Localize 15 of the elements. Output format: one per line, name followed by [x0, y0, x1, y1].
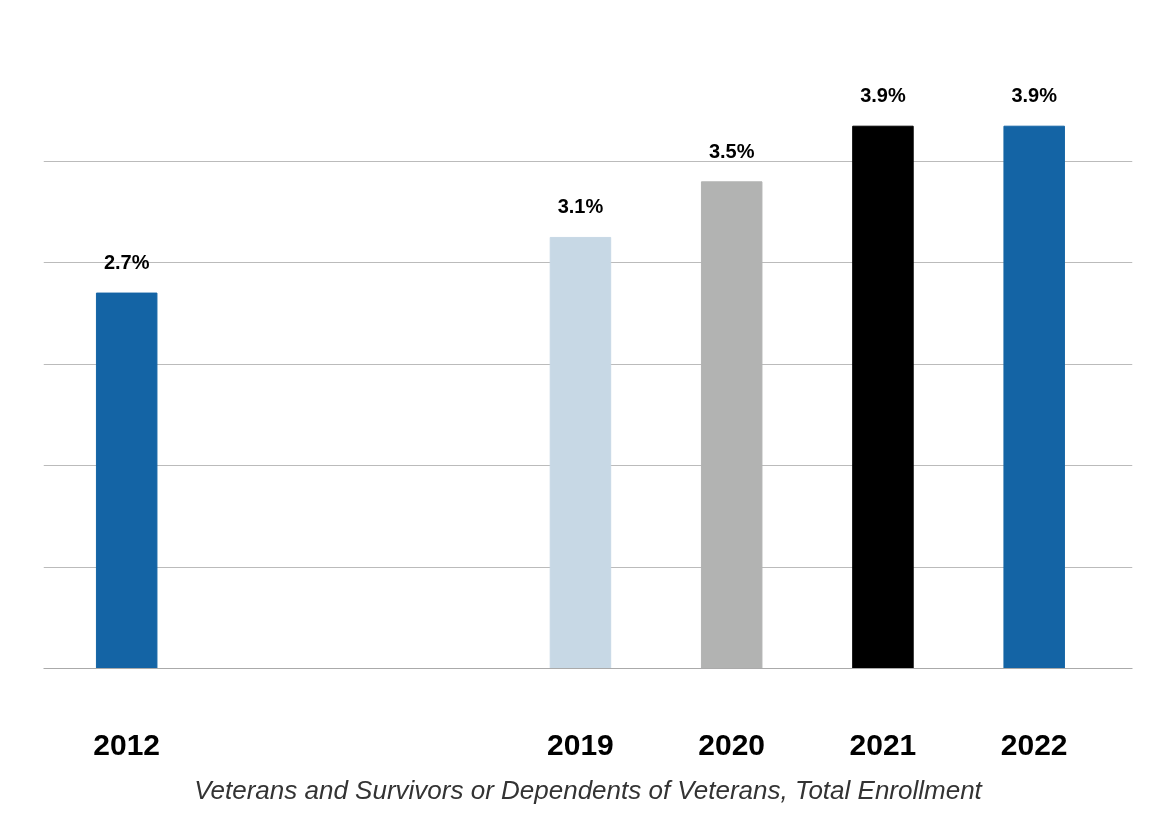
bar [852, 125, 914, 669]
data-label: 3.5% [708, 139, 755, 162]
bar [1003, 125, 1065, 669]
bar [549, 236, 612, 669]
data-label: 3.9% [860, 84, 906, 107]
text: Veterans and Survivors or Dependents of Veterans, Total Enrollment [194, 774, 984, 805]
data-label: 2.7% [103, 251, 150, 274]
bar [95, 292, 158, 669]
x-tick-label: 2021 [849, 727, 917, 761]
data-label: 3.1% [557, 195, 604, 218]
x-tick-label: 2022 [1000, 727, 1068, 761]
x-tick-label: 2020 [698, 727, 766, 761]
x-tick-label: 2012 [93, 727, 161, 761]
data-label: 3.9% [1011, 84, 1058, 107]
x-tick-label: 2019 [547, 727, 614, 761]
